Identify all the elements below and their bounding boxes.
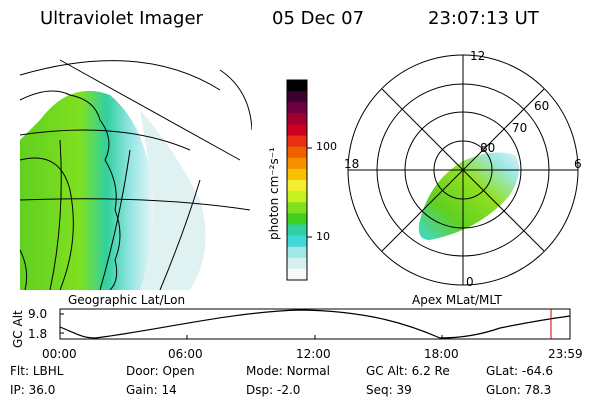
colorbar-segment: [287, 91, 307, 103]
apex-grid: [347, 54, 579, 286]
altitude-xtick-1800: 18:00: [424, 347, 459, 361]
colorbar-tick-100: 100: [316, 140, 337, 153]
geo-grid: [19, 59, 252, 290]
altitude-plot: [59, 308, 571, 340]
colorbar-unit-label: photon cm⁻²s⁻¹: [267, 147, 281, 240]
info-glat: GLat: -64.6: [486, 364, 553, 378]
altitude-ytick-1-8: 1.8: [28, 327, 47, 341]
altitude-ytick-9: 9.0: [28, 307, 47, 321]
info-gc-alt: GC Alt: 6.2 Re: [366, 364, 450, 378]
colorbar-segment: [287, 80, 307, 92]
info-seq: Seq: 39: [366, 383, 412, 397]
info-gain: Gain: 14: [126, 383, 177, 397]
colorbar-segment: [287, 235, 307, 248]
colorbar-segment: [287, 268, 307, 281]
colorbar-tick-10: 10: [316, 230, 330, 243]
info-glon: GLon: 78.3: [486, 383, 552, 397]
mlat-label-80: 80: [480, 141, 495, 155]
altitude-axis-label: GC Alt: [11, 310, 25, 348]
colorbar-segment: [287, 224, 307, 237]
mlat-label-60: 60: [534, 99, 549, 113]
info-ip: IP: 36.0: [10, 383, 56, 397]
colorbar-segment: [287, 257, 307, 270]
colorbar-segment: [287, 246, 307, 259]
geographic-panel-label: Geographic Lat/Lon: [68, 293, 185, 307]
colorbar-segment: [287, 146, 307, 159]
colorbar-segment: [287, 157, 307, 170]
altitude-xtick-2359: 23:59: [548, 347, 583, 361]
colorbar-segment: [287, 113, 307, 125]
instrument-title: Ultraviolet Imager: [40, 8, 203, 29]
altitude-curve: [59, 309, 571, 339]
geo-aurora-emission: [20, 90, 154, 290]
geographic-map: [19, 59, 252, 290]
info-mode: Mode: Normal: [246, 364, 330, 378]
altitude-ticks: [60, 313, 443, 339]
coastline: [19, 90, 121, 290]
date-label: 05 Dec 07: [272, 8, 365, 29]
colorbar-segment: [287, 168, 307, 181]
mlt-label-6: 6: [574, 157, 582, 171]
colorbar-segment: [287, 102, 307, 114]
apex-panel-label: Apex MLat/MLT: [412, 293, 502, 307]
colorbar-segment: [287, 191, 307, 203]
info-filter: Flt: LBHL: [10, 364, 64, 378]
mlt-label-0: 0: [466, 275, 474, 289]
mlat-label-70: 70: [512, 121, 527, 135]
altitude-xtick-0000: 00:00: [42, 347, 77, 361]
color-scale-bar: [286, 79, 312, 281]
info-dsp: Dsp: -2.0: [246, 383, 301, 397]
colorbar-segment: [287, 135, 307, 148]
colorbar-segment: [287, 180, 307, 192]
altitude-xtick-1200: 12:00: [296, 347, 331, 361]
mlt-label-12: 12: [470, 49, 485, 63]
colorbar-segment: [287, 202, 307, 214]
colorbar-segment: [287, 124, 307, 137]
time-label: 23:07:13 UT: [428, 8, 539, 29]
apex-aurora-emission: [418, 152, 519, 240]
altitude-xtick-0600: 06:00: [168, 347, 203, 361]
geo-aurora-halo: [140, 110, 206, 290]
info-door: Door: Open: [126, 364, 195, 378]
colorbar-segment: [287, 213, 307, 225]
mlt-label-18: 18: [344, 157, 359, 171]
coastline-west: [19, 249, 28, 290]
colorbar-border: [286, 79, 308, 281]
apex-polar-plot: [347, 54, 579, 286]
